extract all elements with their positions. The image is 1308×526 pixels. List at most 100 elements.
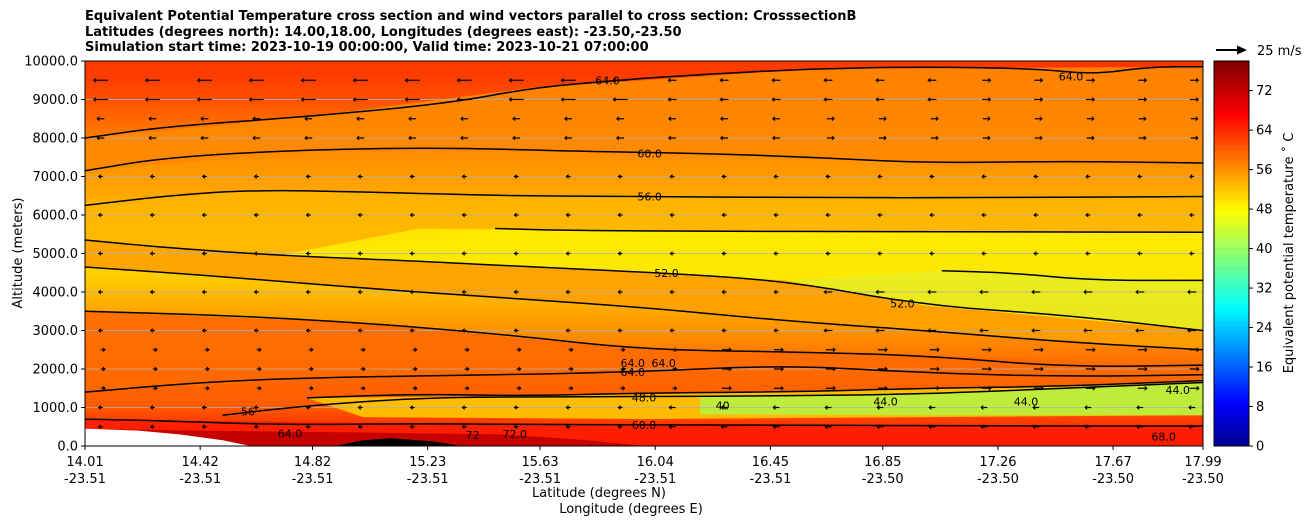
wind-vector-head	[206, 366, 210, 372]
contour-labels: 64.0 64.060.056.052.052.064.0 64.064.048.0…	[241, 70, 1190, 446]
wind-vector-head	[771, 77, 775, 83]
wind-vector-head	[305, 251, 309, 256]
wind-vector-head	[1032, 405, 1036, 410]
wind-vector-head	[1040, 97, 1044, 102]
wind-vector-head	[466, 347, 470, 353]
wind-vector-head	[404, 77, 408, 83]
wind-vector-head	[560, 77, 564, 83]
wind-vector-head	[1084, 405, 1088, 410]
wind-vector-head	[96, 116, 100, 122]
wind-vector-head	[979, 289, 983, 295]
contour-label: 72.0	[503, 428, 528, 441]
y-tick-label: 9000.0	[33, 93, 79, 108]
wind-vector-head	[409, 328, 413, 333]
contour-label: 44.0	[873, 396, 898, 409]
quiver-key-arrowhead	[1237, 45, 1247, 55]
quiver-key: 25 m/s	[1216, 44, 1302, 59]
wind-vector-head	[825, 251, 829, 256]
wind-vector-head	[466, 385, 470, 391]
contour-label: 64.0	[651, 357, 676, 370]
wind-vector-head	[154, 385, 158, 391]
wind-vector-head	[456, 77, 460, 83]
wind-vector-head	[1091, 135, 1095, 141]
contour-label: 52.0	[654, 267, 679, 280]
wind-vector-head	[149, 289, 153, 295]
contour-line	[306, 379, 1203, 399]
wind-vector-head	[1144, 385, 1148, 391]
contour-label: 56	[241, 405, 255, 418]
wind-vector-head	[466, 366, 470, 372]
wind-vector-head	[357, 328, 361, 333]
wind-vector-head	[773, 289, 777, 295]
wind-vector-head	[570, 347, 574, 353]
wind-vector-head	[149, 174, 153, 179]
x-tick-label-latitude: 15.23	[409, 455, 446, 470]
wind-vector-head	[617, 174, 621, 179]
wind-vector-head	[773, 251, 777, 256]
wind-vector-head	[617, 251, 621, 256]
contour-label: 52.0	[890, 298, 915, 311]
colorbar-label: Equivalent potential temperature ˚ C	[1281, 133, 1297, 374]
wind-vector-head	[617, 424, 621, 430]
wind-vector-head	[149, 251, 153, 256]
wind-vector-head	[148, 116, 152, 122]
wind-vector-head	[877, 212, 881, 218]
wind-vector-head	[1039, 116, 1043, 122]
colorbar-tick-label: 64	[1256, 124, 1273, 139]
wind-vector-head	[987, 116, 991, 122]
wind-vector-head	[1188, 405, 1192, 410]
wind-vector-head	[1040, 347, 1044, 353]
wind-vector-head	[357, 424, 361, 430]
wind-vector-head	[102, 366, 106, 372]
wind-vector-head	[1189, 251, 1193, 256]
wind-vector-head	[92, 77, 96, 83]
wind-vector-head	[362, 347, 366, 353]
wind-vector-head	[201, 328, 205, 333]
wind-vector-head	[1033, 212, 1037, 218]
wind-vector-head	[357, 405, 361, 410]
x-tick-label-latitude: 17.67	[1095, 455, 1132, 470]
wind-vector-head	[570, 385, 574, 391]
wind-vector-head	[404, 97, 408, 102]
quiver-key-label: 25 m/s	[1257, 44, 1302, 59]
x-tick-label-longitude: -23.51	[179, 472, 221, 487]
wind-vector-head	[97, 174, 101, 179]
wind-vector-head	[154, 366, 158, 372]
wind-vector-head	[362, 366, 366, 372]
field-patch	[85, 66, 1203, 171]
wind-vector-head	[1189, 212, 1193, 218]
wind-vector-head	[300, 97, 304, 102]
wind-vector-head	[667, 116, 671, 122]
wind-vector-head	[721, 251, 725, 256]
wind-vector-head	[97, 424, 101, 430]
x-tick-label-latitude: 17.99	[1184, 455, 1221, 470]
wind-vector-head	[149, 405, 153, 410]
wind-vector-head	[305, 289, 309, 295]
wind-vector-head	[824, 405, 828, 410]
wind-vector-head	[508, 77, 512, 83]
wind-vector-head	[461, 212, 465, 218]
wind-vector-head	[877, 251, 881, 256]
x-tick-label-longitude: -23.51	[407, 472, 449, 487]
wind-vector-head	[1039, 135, 1043, 141]
colorbar-tick-label: 0	[1256, 440, 1264, 455]
wind-vector-head	[92, 97, 96, 102]
wind-vector-head	[927, 97, 931, 102]
wind-vector-head	[1196, 77, 1200, 83]
contour-label: 64.0	[278, 427, 303, 440]
wind-vector-head	[617, 405, 621, 410]
wind-vector-head	[1040, 77, 1044, 83]
y-tick-label: 2000.0	[33, 363, 79, 378]
wind-vector-head	[622, 385, 626, 391]
contour-label: 64.0	[621, 357, 646, 370]
wind-vector-head	[719, 97, 723, 102]
wind-vector-head	[1195, 135, 1199, 141]
wind-vector-head	[356, 135, 360, 141]
contour-line	[85, 147, 1203, 172]
wind-vector-head	[148, 135, 152, 141]
y-tick-label: 1000.0	[33, 401, 79, 416]
wind-vector-head	[616, 116, 620, 122]
wind-vector-head	[617, 328, 621, 333]
wind-vector-head	[832, 347, 836, 353]
